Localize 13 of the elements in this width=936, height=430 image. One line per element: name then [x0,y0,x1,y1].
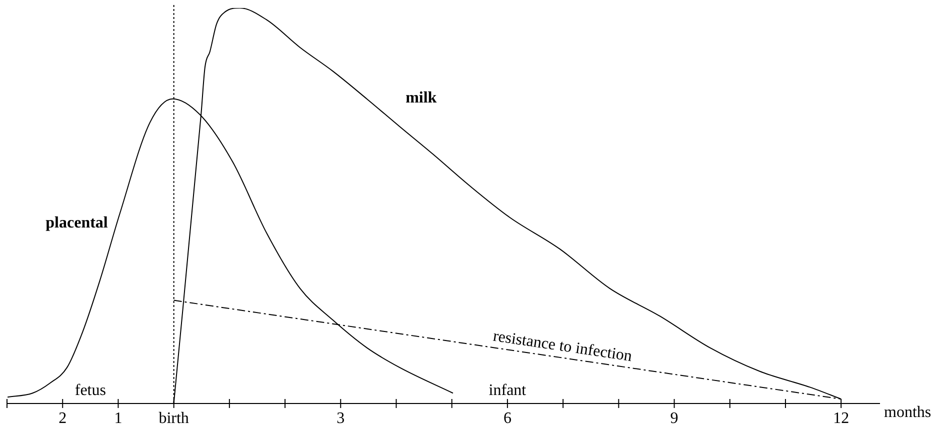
x-tick-label: 6 [503,410,512,428]
x-tick-label: 1 [114,410,122,428]
annotation: fetus [74,382,106,400]
series-label: milk [406,90,437,107]
x-tick-label: birth [158,410,189,428]
x-tick-label: 2 [58,410,67,428]
x-tick-label: 9 [670,410,678,428]
x-tick-label: 12 [833,410,850,428]
text: resistance to infection [492,328,634,366]
x-axis-title: months [884,404,932,422]
x-tick-label: 3 [336,410,345,428]
series-label: placental [46,214,108,232]
annotation: infant [488,382,527,400]
